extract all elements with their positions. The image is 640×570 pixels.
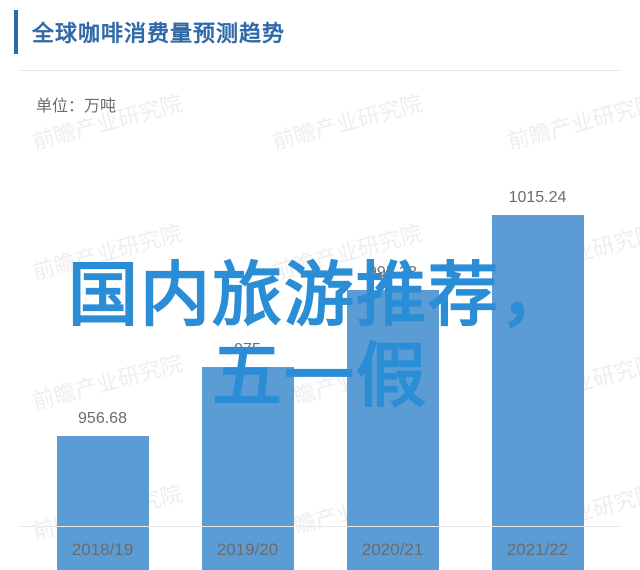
overlay-headline: 国内旅游推荐， 五一假: [68, 255, 572, 416]
x-tick-label: 2018/19: [57, 540, 149, 560]
x-axis-line: [20, 526, 620, 527]
bar-value-label: 1015.24: [509, 189, 567, 207]
x-axis-ticks: 2018/19 2019/20 2020/21 2021/22: [30, 540, 610, 560]
x-tick-label: 2020/21: [347, 540, 439, 560]
overlay-line-1: 国内旅游推荐，: [68, 255, 572, 336]
x-tick-label: 2019/20: [202, 540, 294, 560]
x-tick-label: 2021/22: [492, 540, 584, 560]
overlay-line-2: 五一假: [68, 336, 572, 417]
chart-title: 全球咖啡消费量预测趋势: [32, 21, 285, 46]
chart-title-wrap: 全球咖啡消费量预测趋势: [14, 10, 640, 54]
